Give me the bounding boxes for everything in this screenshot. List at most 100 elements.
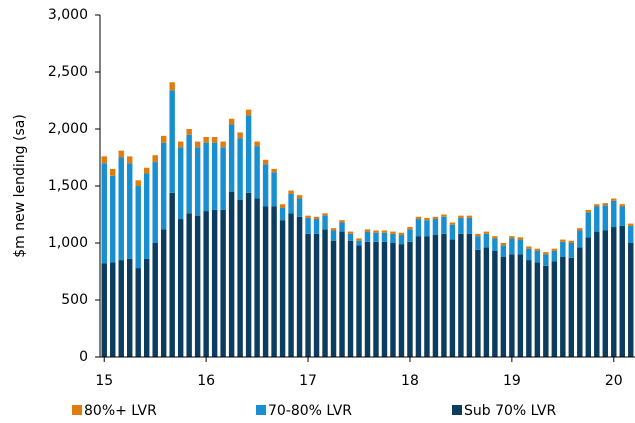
bar-segment bbox=[186, 213, 192, 357]
bar-segment bbox=[577, 228, 583, 231]
bar-segment bbox=[398, 244, 405, 357]
bar-segment bbox=[127, 258, 133, 357]
legend-label: 80%+ LVR bbox=[84, 403, 157, 419]
bar-segment bbox=[466, 215, 473, 218]
bar-segment bbox=[398, 235, 405, 245]
bar-segment bbox=[449, 222, 456, 225]
x-tick-label: 15 bbox=[95, 373, 113, 389]
bar-segment bbox=[373, 241, 379, 357]
bar-segment bbox=[127, 163, 133, 259]
bar-segment bbox=[483, 233, 490, 248]
bar-segment bbox=[118, 150, 124, 158]
bar-segment bbox=[220, 147, 226, 210]
bar-segment bbox=[245, 115, 252, 193]
bar-segment bbox=[279, 207, 286, 221]
bar-segment bbox=[237, 138, 243, 200]
bar-segment bbox=[152, 243, 158, 357]
bar-segment bbox=[628, 223, 634, 226]
bar-segment bbox=[602, 230, 608, 357]
bar-segment bbox=[560, 241, 566, 257]
bar-segment bbox=[492, 236, 498, 239]
bar-segment bbox=[254, 146, 260, 199]
bar-segment bbox=[577, 230, 583, 248]
bar-segment bbox=[509, 238, 515, 255]
bar-segment bbox=[143, 167, 150, 174]
bar-segment bbox=[110, 262, 116, 357]
bar-segment bbox=[534, 248, 541, 251]
bar-segment bbox=[177, 219, 184, 357]
bar-segment bbox=[551, 261, 558, 357]
bar-segment bbox=[203, 211, 209, 357]
bar-segment bbox=[424, 236, 430, 357]
bar-segment bbox=[568, 257, 575, 357]
bar-segment bbox=[262, 206, 269, 357]
bar-segment bbox=[322, 215, 328, 230]
bar-segment bbox=[296, 198, 303, 217]
bar-segment bbox=[356, 238, 362, 241]
bar-segment bbox=[466, 233, 473, 357]
bar-segment bbox=[364, 231, 371, 242]
x-tick-label: 17 bbox=[299, 373, 317, 389]
y-axis-label: $m new lending (sa) bbox=[12, 114, 28, 258]
bar-segment bbox=[398, 232, 405, 236]
bar-segment bbox=[228, 124, 235, 192]
bar-segment bbox=[449, 239, 456, 357]
bar-segment bbox=[271, 168, 277, 173]
bar-segment bbox=[611, 200, 617, 228]
bar-segment bbox=[381, 241, 388, 357]
bar-segment bbox=[619, 225, 625, 357]
bar-segment bbox=[373, 232, 379, 242]
bar-segment bbox=[228, 191, 235, 357]
bar-segment bbox=[110, 168, 116, 176]
bar-segment bbox=[390, 231, 396, 234]
bar-segment bbox=[305, 215, 311, 218]
y-tick-label: 0 bbox=[79, 349, 88, 365]
bar-segment bbox=[245, 192, 252, 357]
bar-segment bbox=[152, 155, 158, 163]
bar-segment bbox=[135, 180, 141, 186]
bar-segment bbox=[313, 233, 320, 357]
bar-segment bbox=[228, 118, 235, 125]
bar-segment bbox=[517, 237, 524, 240]
bar-segment bbox=[194, 215, 201, 357]
bar-segment bbox=[449, 224, 456, 240]
bar-segment bbox=[432, 219, 439, 236]
bar-segment bbox=[118, 157, 124, 261]
bar-segment bbox=[262, 164, 269, 207]
bar-segment bbox=[390, 243, 396, 357]
legend-swatch bbox=[452, 405, 462, 415]
bar-segment bbox=[483, 247, 490, 357]
bar-segment bbox=[594, 231, 600, 357]
bar-segment bbox=[441, 233, 447, 357]
x-tick-label: 18 bbox=[401, 373, 419, 389]
bar-segment bbox=[347, 231, 354, 234]
bar-segment bbox=[194, 141, 201, 148]
bar-segment bbox=[441, 216, 447, 234]
bar-segment bbox=[458, 233, 464, 357]
x-tick-label: 19 bbox=[503, 373, 521, 389]
bar-segment bbox=[364, 241, 371, 357]
bar-segment bbox=[407, 227, 413, 230]
bar-segment bbox=[305, 217, 311, 234]
bar-segment bbox=[271, 206, 277, 357]
bar-segment bbox=[432, 216, 439, 220]
bar-segment bbox=[381, 232, 388, 242]
bar-segment bbox=[424, 220, 430, 237]
bar-segment bbox=[220, 141, 226, 148]
bar-segment bbox=[364, 229, 371, 232]
bar-segment bbox=[313, 216, 320, 220]
bar-segment bbox=[330, 230, 337, 241]
bar-segment bbox=[160, 135, 167, 143]
bar-segment bbox=[110, 175, 116, 263]
bar-segment bbox=[628, 243, 634, 357]
bar-segment bbox=[534, 262, 541, 357]
bar-segment bbox=[296, 216, 303, 357]
bar-segment bbox=[458, 215, 464, 218]
y-tick-label: 1,500 bbox=[48, 178, 88, 194]
x-tick-label: 16 bbox=[197, 373, 215, 389]
bar-segment bbox=[245, 109, 252, 116]
bar-segment bbox=[543, 265, 549, 357]
bar-segment bbox=[135, 268, 141, 357]
bar-segment bbox=[424, 217, 430, 221]
